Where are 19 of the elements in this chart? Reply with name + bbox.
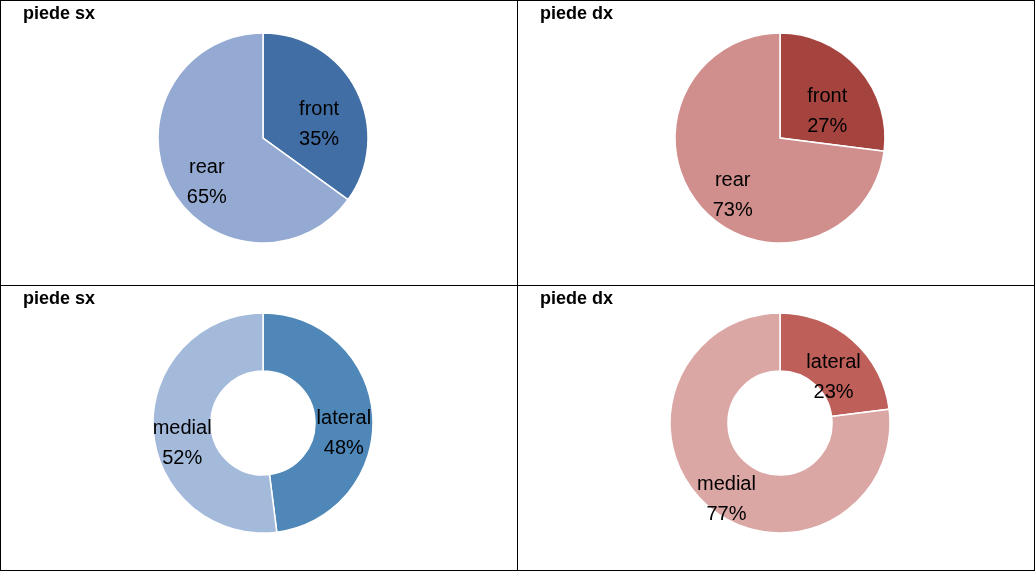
- slice-label: rear: [189, 154, 225, 177]
- data-label: 65%: [186, 184, 228, 207]
- slice-label: lateral: [806, 350, 861, 373]
- slice-label: front: [299, 97, 340, 120]
- slice-label: front: [807, 84, 848, 107]
- data-label: 35%: [299, 127, 340, 150]
- chart-title: piede sx: [23, 288, 96, 308]
- chart-title: piede sx: [23, 3, 96, 23]
- slice-label: medial: [696, 471, 756, 494]
- data-label: 73%: [712, 197, 753, 220]
- data-label: 27%: [807, 114, 848, 137]
- slice-label: medial: [152, 416, 212, 439]
- data-label: 52%: [162, 446, 203, 469]
- data-label: 48%: [323, 435, 365, 458]
- slice-label: lateral: [316, 405, 372, 428]
- data-label: 77%: [706, 501, 747, 524]
- chart-title: piede dx: [540, 288, 614, 308]
- chart-title: piede dx: [540, 3, 614, 23]
- slice-label: rear: [714, 167, 751, 190]
